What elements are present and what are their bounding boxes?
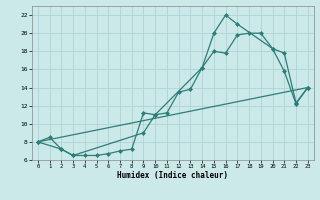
X-axis label: Humidex (Indice chaleur): Humidex (Indice chaleur) bbox=[117, 171, 228, 180]
